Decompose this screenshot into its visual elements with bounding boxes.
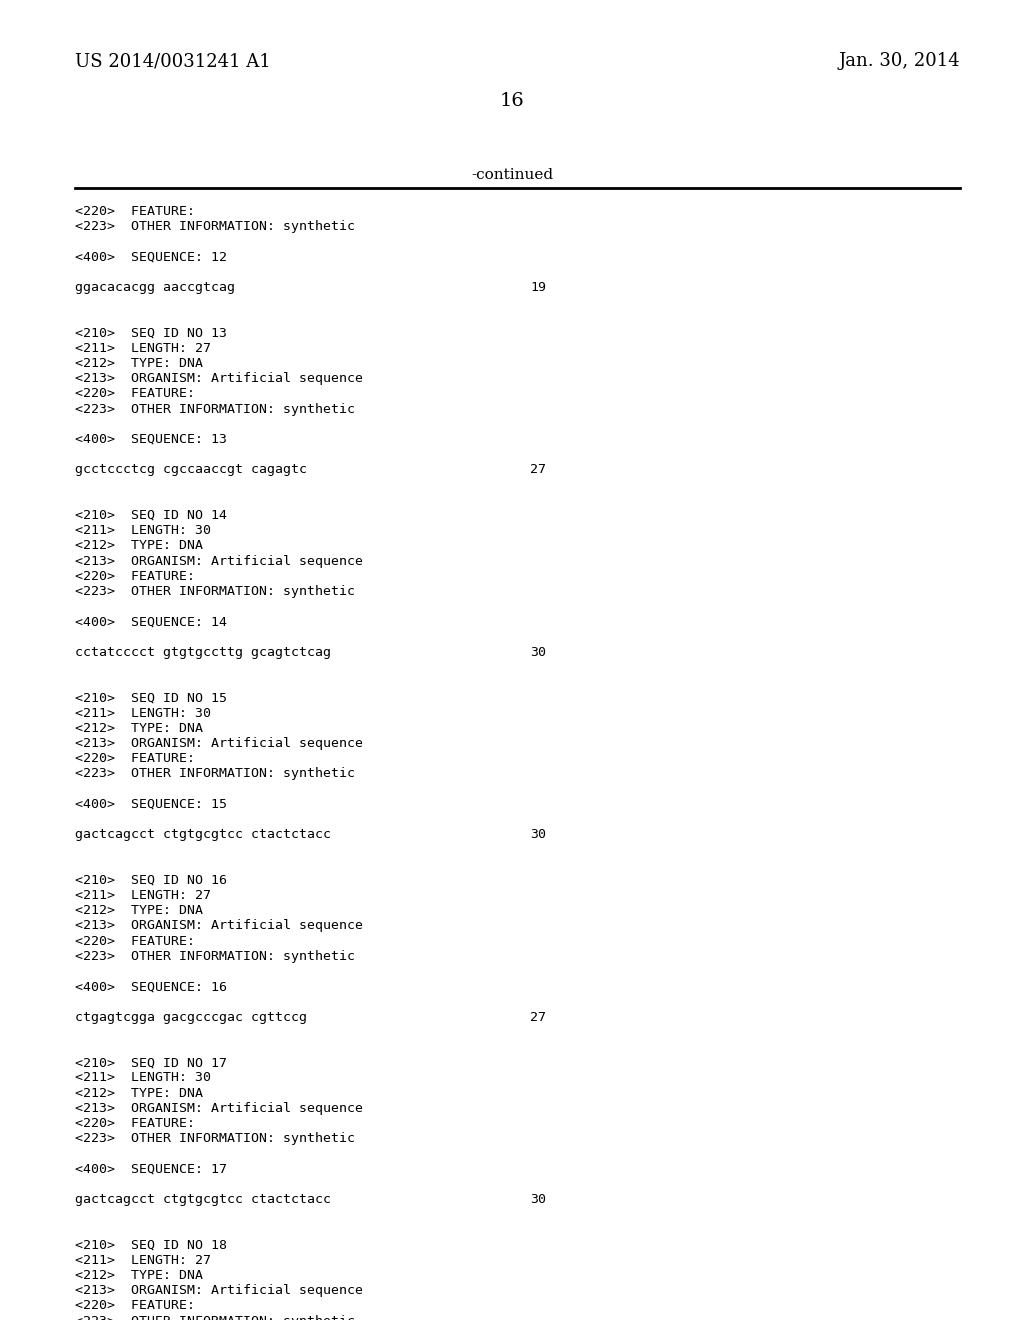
Text: <400>  SEQUENCE: 13: <400> SEQUENCE: 13 (75, 433, 227, 446)
Text: 27: 27 (530, 1011, 546, 1023)
Text: <211>  LENGTH: 30: <211> LENGTH: 30 (75, 706, 211, 719)
Text: <211>  LENGTH: 30: <211> LENGTH: 30 (75, 524, 211, 537)
Text: gactcagcct ctgtgcgtcc ctactctacc: gactcagcct ctgtgcgtcc ctactctacc (75, 1193, 331, 1206)
Text: -continued: -continued (471, 168, 553, 182)
Text: US 2014/0031241 A1: US 2014/0031241 A1 (75, 51, 270, 70)
Text: <210>  SEQ ID NO 16: <210> SEQ ID NO 16 (75, 874, 227, 887)
Text: <213>  ORGANISM: Artificial sequence: <213> ORGANISM: Artificial sequence (75, 1102, 362, 1115)
Text: 19: 19 (530, 281, 546, 294)
Text: gactcagcct ctgtgcgtcc ctactctacc: gactcagcct ctgtgcgtcc ctactctacc (75, 828, 331, 841)
Text: 30: 30 (530, 1193, 546, 1206)
Text: ggacacacgg aaccgtcag: ggacacacgg aaccgtcag (75, 281, 234, 294)
Text: <220>  FEATURE:: <220> FEATURE: (75, 570, 195, 583)
Text: <211>  LENGTH: 27: <211> LENGTH: 27 (75, 888, 211, 902)
Text: <400>  SEQUENCE: 15: <400> SEQUENCE: 15 (75, 797, 227, 810)
Text: Jan. 30, 2014: Jan. 30, 2014 (839, 51, 961, 70)
Text: <400>  SEQUENCE: 12: <400> SEQUENCE: 12 (75, 251, 227, 264)
Text: <212>  TYPE: DNA: <212> TYPE: DNA (75, 904, 203, 917)
Text: <220>  FEATURE:: <220> FEATURE: (75, 1117, 195, 1130)
Text: <211>  LENGTH: 27: <211> LENGTH: 27 (75, 342, 211, 355)
Text: <211>  LENGTH: 30: <211> LENGTH: 30 (75, 1072, 211, 1085)
Text: <220>  FEATURE:: <220> FEATURE: (75, 935, 195, 948)
Text: <223>  OTHER INFORMATION: synthetic: <223> OTHER INFORMATION: synthetic (75, 220, 355, 234)
Text: 27: 27 (530, 463, 546, 477)
Text: <210>  SEQ ID NO 18: <210> SEQ ID NO 18 (75, 1238, 227, 1251)
Text: <223>  OTHER INFORMATION: synthetic: <223> OTHER INFORMATION: synthetic (75, 585, 355, 598)
Text: <220>  FEATURE:: <220> FEATURE: (75, 205, 195, 218)
Text: cctatcccct gtgtgccttg gcagtctcag: cctatcccct gtgtgccttg gcagtctcag (75, 645, 331, 659)
Text: 30: 30 (530, 645, 546, 659)
Text: <210>  SEQ ID NO 15: <210> SEQ ID NO 15 (75, 692, 227, 705)
Text: <213>  ORGANISM: Artificial sequence: <213> ORGANISM: Artificial sequence (75, 372, 362, 385)
Text: <223>  OTHER INFORMATION: synthetic: <223> OTHER INFORMATION: synthetic (75, 403, 355, 416)
Text: <212>  TYPE: DNA: <212> TYPE: DNA (75, 1269, 203, 1282)
Text: 30: 30 (530, 828, 546, 841)
Text: <223>  OTHER INFORMATION: synthetic: <223> OTHER INFORMATION: synthetic (75, 1315, 355, 1320)
Text: <213>  ORGANISM: Artificial sequence: <213> ORGANISM: Artificial sequence (75, 737, 362, 750)
Text: <223>  OTHER INFORMATION: synthetic: <223> OTHER INFORMATION: synthetic (75, 767, 355, 780)
Text: <220>  FEATURE:: <220> FEATURE: (75, 387, 195, 400)
Text: <400>  SEQUENCE: 14: <400> SEQUENCE: 14 (75, 615, 227, 628)
Text: <212>  TYPE: DNA: <212> TYPE: DNA (75, 540, 203, 552)
Text: <211>  LENGTH: 27: <211> LENGTH: 27 (75, 1254, 211, 1267)
Text: gcctccctcg cgccaaccgt cagagtc: gcctccctcg cgccaaccgt cagagtc (75, 463, 307, 477)
Text: <213>  ORGANISM: Artificial sequence: <213> ORGANISM: Artificial sequence (75, 1284, 362, 1298)
Text: 16: 16 (500, 92, 524, 110)
Text: <220>  FEATURE:: <220> FEATURE: (75, 752, 195, 766)
Text: ctgagtcgga gacgcccgac cgttccg: ctgagtcgga gacgcccgac cgttccg (75, 1011, 307, 1023)
Text: <220>  FEATURE:: <220> FEATURE: (75, 1299, 195, 1312)
Text: <223>  OTHER INFORMATION: synthetic: <223> OTHER INFORMATION: synthetic (75, 950, 355, 962)
Text: <223>  OTHER INFORMATION: synthetic: <223> OTHER INFORMATION: synthetic (75, 1133, 355, 1146)
Text: <213>  ORGANISM: Artificial sequence: <213> ORGANISM: Artificial sequence (75, 920, 362, 932)
Text: <210>  SEQ ID NO 17: <210> SEQ ID NO 17 (75, 1056, 227, 1069)
Text: <210>  SEQ ID NO 13: <210> SEQ ID NO 13 (75, 326, 227, 339)
Text: <213>  ORGANISM: Artificial sequence: <213> ORGANISM: Artificial sequence (75, 554, 362, 568)
Text: <400>  SEQUENCE: 17: <400> SEQUENCE: 17 (75, 1163, 227, 1176)
Text: <212>  TYPE: DNA: <212> TYPE: DNA (75, 356, 203, 370)
Text: <212>  TYPE: DNA: <212> TYPE: DNA (75, 722, 203, 735)
Text: <210>  SEQ ID NO 14: <210> SEQ ID NO 14 (75, 510, 227, 521)
Text: <400>  SEQUENCE: 16: <400> SEQUENCE: 16 (75, 981, 227, 993)
Text: <212>  TYPE: DNA: <212> TYPE: DNA (75, 1086, 203, 1100)
